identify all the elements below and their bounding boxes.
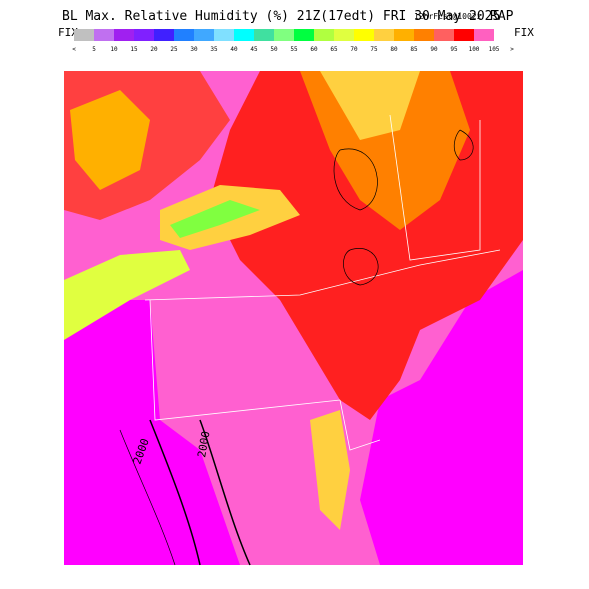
colorbar-swatch	[174, 29, 194, 41]
model-label: RAP	[490, 9, 514, 24]
dry-region	[320, 71, 420, 140]
colorbar-tick-label: 40	[230, 46, 238, 53]
colorbar-swatch	[214, 29, 234, 41]
colorbar-tick-label: 90	[430, 46, 438, 53]
driest-region	[170, 200, 260, 238]
colorbar-tick-label: 65	[330, 46, 338, 53]
boundaries	[144, 114, 501, 451]
dry-region	[300, 71, 470, 230]
colorbar-tick-label: 50	[270, 46, 278, 53]
colorbar-tick-label: <	[72, 46, 76, 53]
title: BL Max. Relative Humidity (%) 21Z(17edt)…	[62, 9, 500, 24]
dry-region	[70, 90, 150, 190]
colorbar-swatch	[434, 29, 454, 41]
colorbar-tick-label: 105	[489, 46, 500, 53]
colorbar-swatch	[254, 29, 274, 41]
colorbar-tick-label: 80	[390, 46, 398, 53]
colorbar-swatch	[94, 29, 114, 41]
colorbar-swatch	[294, 29, 314, 41]
colorbar-tick-label: 70	[350, 46, 358, 53]
colorbar-swatch	[374, 29, 394, 41]
colorbar-swatch	[414, 29, 434, 41]
colorbar-tick-label: 20	[150, 46, 158, 53]
colorbar-tick-label: 5	[92, 46, 96, 53]
colorbar-swatch	[274, 29, 294, 41]
colorbar: <5 10 15 20 25 30 35 40 45 50 55 60 65 70 75 80 85 90 95 10…	[72, 29, 514, 53]
contours	[119, 129, 474, 566]
colorbar-swatch	[234, 29, 254, 41]
colorbar-tick-label: 55	[290, 46, 298, 53]
colorbar-right-label: FIX	[514, 26, 534, 39]
colorbar-swatch	[474, 29, 494, 41]
dry-region	[64, 250, 190, 340]
colorbar-tick-label: 75	[370, 46, 378, 53]
colorbar-swatch	[154, 29, 174, 41]
forecast-label: 12hrFcst@1002z	[414, 12, 482, 21]
colorbar-tick-label: 35	[210, 46, 218, 53]
colorbar-tick-label: 85	[410, 46, 418, 53]
colorbar-tick-label: 45	[250, 46, 258, 53]
colorbar-swatch	[354, 29, 374, 41]
colorbar-tick-label: >	[510, 46, 514, 53]
colorbar-tick-label: 25	[170, 46, 178, 53]
humid-region	[64, 300, 240, 565]
colorbar-swatch	[134, 29, 154, 41]
contour-label: 2000	[195, 430, 212, 458]
colorbar-tick-label: 95	[450, 46, 458, 53]
colorbar-swatch	[314, 29, 334, 41]
humid-region	[360, 270, 523, 565]
colorbar-tick-label: 15	[130, 46, 138, 53]
colorbar-swatch	[334, 29, 354, 41]
colorbar-tick-label: 10	[110, 46, 118, 53]
colorbar-left-label: FIX	[58, 26, 78, 39]
colorbar-swatch	[394, 29, 414, 41]
dry-region	[310, 410, 350, 530]
humid-region	[64, 215, 360, 565]
colorbar-swatch	[194, 29, 214, 41]
colorbar-swatch	[114, 29, 134, 41]
colorbar-swatch	[74, 29, 94, 41]
colorbar-tick-label: 30	[190, 46, 198, 53]
colorbar-tick-label: 100	[469, 46, 480, 53]
map: 2000 2000	[64, 71, 523, 566]
colorbar-swatch	[454, 29, 474, 41]
colorbar-tick-label: 60	[310, 46, 318, 53]
